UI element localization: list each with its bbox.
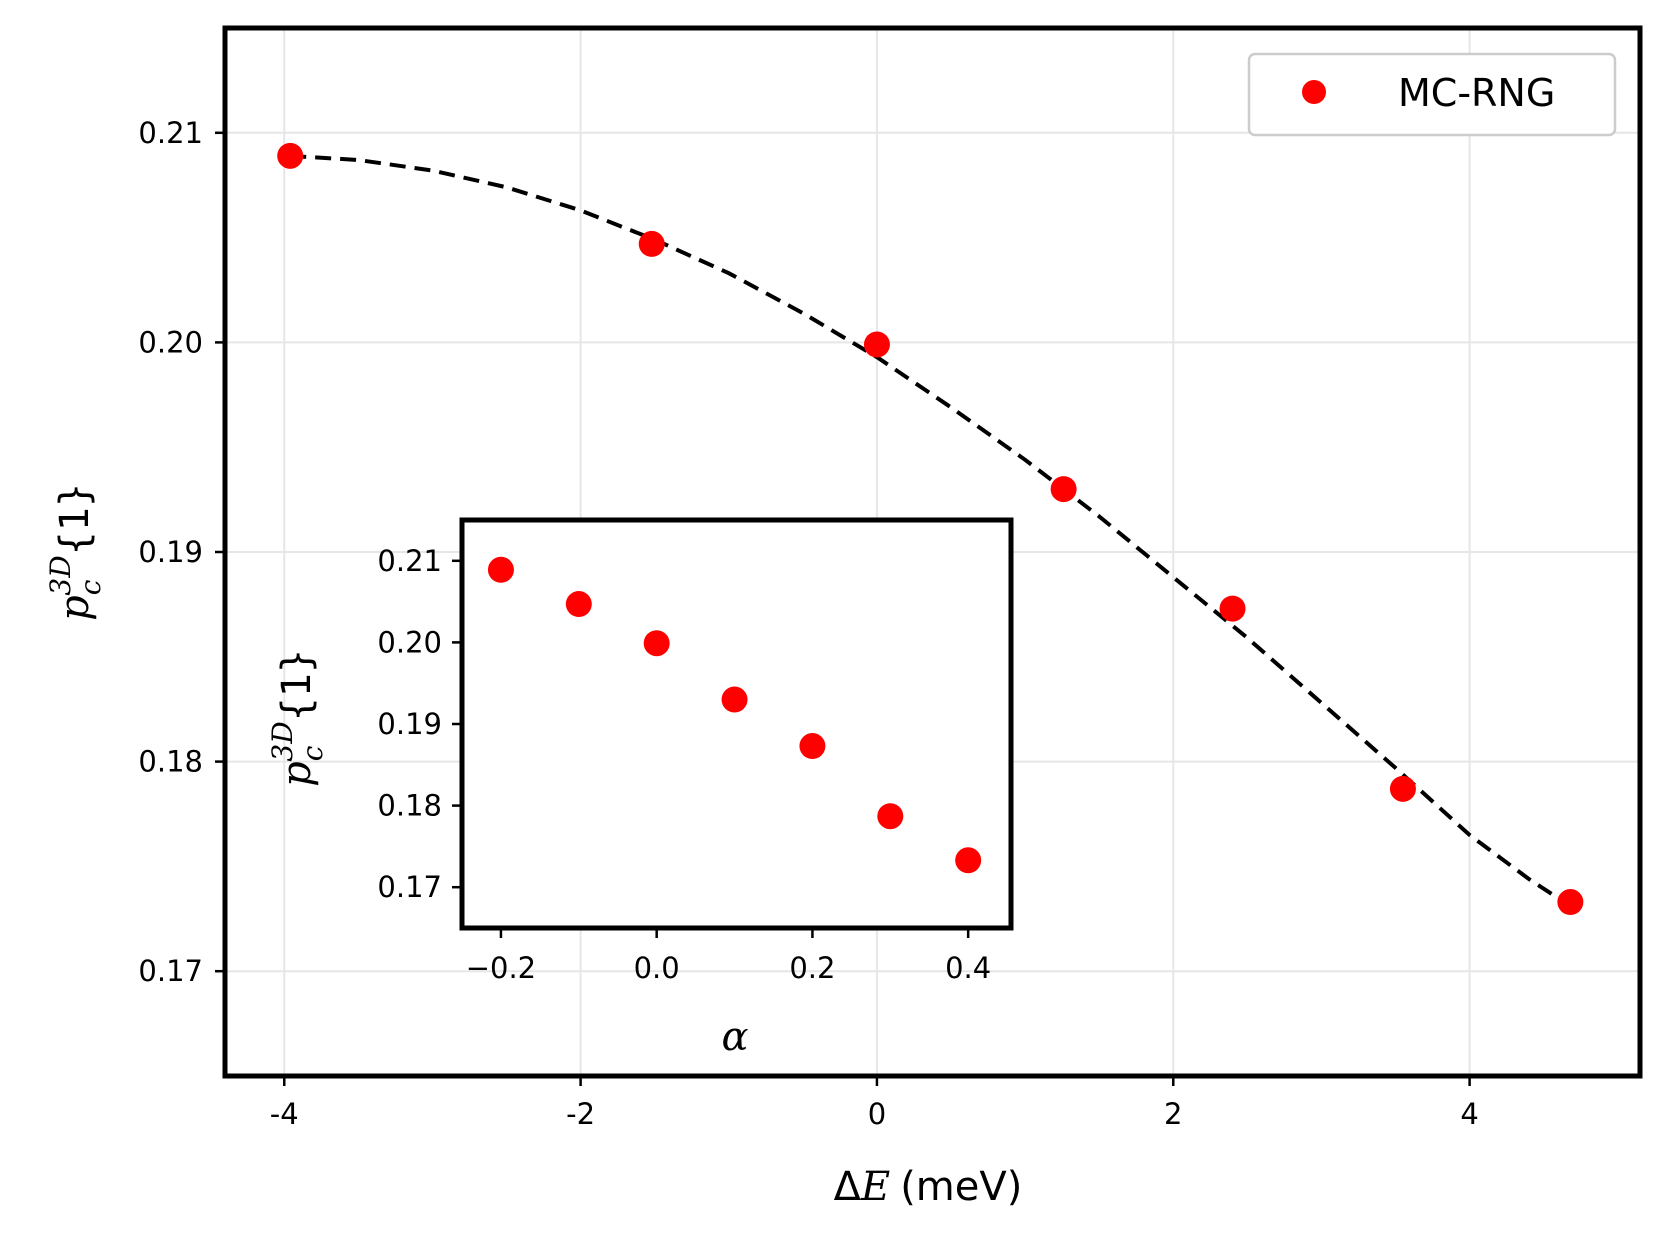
inset-y-axis-label-sup: 3D <box>266 721 299 761</box>
x-tick-label-4: 4 <box>1460 1097 1478 1131</box>
data-point-1 <box>638 230 665 257</box>
legend-label: MC-RNG <box>1398 71 1555 115</box>
inset-y-axis-label: pc3D{1} <box>266 649 329 787</box>
y-tick-label-3: 0.20 <box>138 325 203 359</box>
inset-y-tick-label-2: 0.19 <box>377 707 442 741</box>
y-axis-label: pc3D{1} <box>44 483 107 621</box>
x-axis-label-var: E <box>860 1164 890 1210</box>
inset-background <box>462 520 1011 928</box>
inset-y-axis-label-sub: c <box>296 745 329 761</box>
data-point-5 <box>1389 775 1416 802</box>
y-tick-label-2: 0.19 <box>138 535 203 569</box>
y-tick-label-1: 0.18 <box>138 745 203 779</box>
inset-data-point-5 <box>877 803 904 830</box>
x-axis-label: ΔE (meV) <box>834 1164 1023 1210</box>
inset-data-point-2 <box>643 630 670 657</box>
data-point-0 <box>277 142 304 169</box>
x-tick-label-3: 2 <box>1164 1097 1182 1131</box>
inset-data-point-3 <box>721 686 748 713</box>
inset-y-axis-label-tail: {1} <box>274 649 320 721</box>
inset-y-axis-label-base: p <box>274 761 320 787</box>
inset-y-tick-label-3: 0.20 <box>377 625 442 659</box>
x-tick-label-2: 0 <box>868 1097 886 1131</box>
inset-data-point-0 <box>487 556 514 583</box>
y-axis-label-sup: 3D <box>44 555 77 595</box>
y-tick-label-4: 0.21 <box>138 116 203 150</box>
data-point-2 <box>863 331 890 358</box>
legend-marker <box>1302 80 1326 104</box>
main-x-ticks: -4 -2 0 2 4 <box>270 1076 1479 1131</box>
fit-curve <box>290 153 1572 908</box>
x-tick-label-0: -4 <box>270 1097 299 1131</box>
inset-x-tick-label-0: −0.2 <box>466 951 536 985</box>
x-axis-label-delta: Δ <box>834 1164 862 1210</box>
main-fit-curve-group <box>290 153 1572 908</box>
inset-data-point-4 <box>799 733 826 760</box>
inset-y-tick-label-1: 0.18 <box>377 789 442 823</box>
inset-x-tick-label-2: 0.2 <box>789 951 835 985</box>
inset-y-ticks: 0.17 0.18 0.19 0.20 0.21 <box>377 544 462 904</box>
inset-data-point-1 <box>565 591 592 618</box>
data-point-6 <box>1557 889 1584 916</box>
inset-data-point-6 <box>955 847 982 874</box>
x-tick-label-1: -2 <box>566 1097 595 1131</box>
main-points-group <box>277 142 1584 916</box>
inset-x-ticks: −0.2 0.0 0.2 0.4 <box>466 928 991 985</box>
inset-y-tick-label-0: 0.17 <box>377 870 442 904</box>
legend: MC-RNG <box>1247 52 1617 137</box>
inset-y-tick-label-4: 0.21 <box>377 544 442 578</box>
y-tick-label-0: 0.17 <box>138 954 203 988</box>
inset-plot-frame <box>459 517 1014 931</box>
y-axis-label-tail: {1} <box>52 483 98 555</box>
y-axis-label-sub: c <box>74 579 107 595</box>
inset-x-tick-label-3: 0.4 <box>945 951 991 985</box>
main-plot-frame <box>222 25 1643 1079</box>
inset-x-axis-label: α <box>721 1014 748 1060</box>
data-point-3 <box>1050 476 1077 503</box>
y-axis-label-base: p <box>52 595 98 621</box>
main-y-ticks: 0.17 0.18 0.19 0.20 0.21 <box>138 116 225 988</box>
x-axis-label-unit: (meV) <box>900 1164 1022 1210</box>
inset-points-group <box>487 556 982 874</box>
legend-box <box>1247 52 1617 137</box>
inset-x-tick-label-1: 0.0 <box>634 951 680 985</box>
data-point-4 <box>1219 595 1246 622</box>
